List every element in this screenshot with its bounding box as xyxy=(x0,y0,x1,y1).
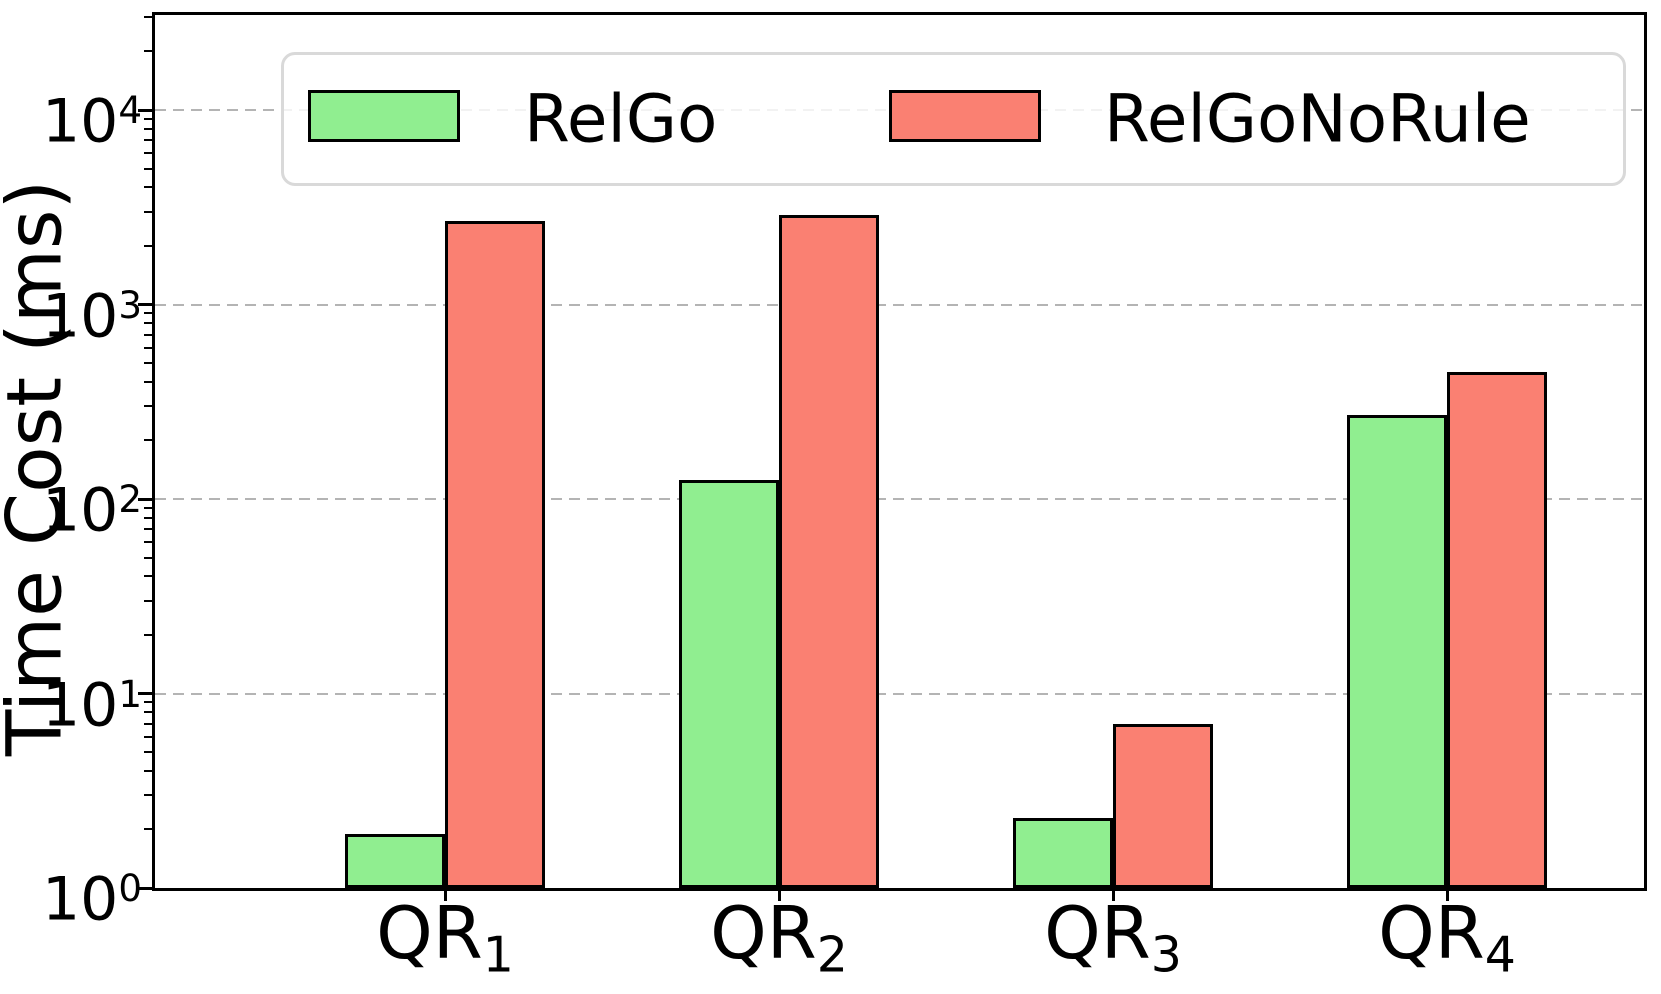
bar-relgo-qr4 xyxy=(1347,415,1447,888)
y-minor-tick-5 xyxy=(144,751,152,754)
y-tick-label-10e0: 100 xyxy=(41,864,142,935)
gridline-10e2 xyxy=(155,498,1644,500)
y-minor-tick-40 xyxy=(144,575,152,578)
y-major-tick-10e1 xyxy=(138,692,152,695)
y-minor-tick-9 xyxy=(144,701,152,704)
y-major-tick-10e0 xyxy=(138,886,152,890)
legend-swatch-relgo xyxy=(308,90,460,142)
bar-relgonorule-qr3 xyxy=(1113,724,1213,888)
y-minor-tick-4000 xyxy=(144,186,152,189)
y-minor-tick-60 xyxy=(144,541,152,544)
y-major-tick-10e2 xyxy=(138,497,152,501)
plot-area: RelGo RelGoNoRule xyxy=(138,12,1647,901)
y-tick-label-10e3: 103 xyxy=(41,281,142,352)
y-tick-label-10e2: 102 xyxy=(41,475,142,546)
legend-label-relgo: RelGo xyxy=(524,80,718,158)
y-minor-tick-80 xyxy=(144,516,152,519)
y-minor-tick-600 xyxy=(144,346,152,349)
bar-relgo-qr3 xyxy=(1013,818,1113,888)
y-minor-tick-7 xyxy=(144,722,152,725)
y-tick-label-10e1: 101 xyxy=(41,670,142,741)
y-minor-tick-20 xyxy=(144,633,152,636)
y-minor-tick-500 xyxy=(144,362,152,365)
x-tick-qr4 xyxy=(1445,888,1449,901)
y-minor-tick-400 xyxy=(144,380,152,383)
legend-label-relgonorule: RelGoNoRule xyxy=(1104,80,1531,158)
gridline-10e3 xyxy=(155,303,1644,306)
y-minor-tick-9000 xyxy=(144,117,152,120)
y-minor-tick-50 xyxy=(144,556,152,559)
y-tick-label-10e4: 104 xyxy=(41,86,142,157)
y-minor-tick-2 xyxy=(144,828,152,831)
y-minor-tick-7000 xyxy=(144,139,152,142)
y-minor-tick-800 xyxy=(144,322,152,325)
y-minor-tick-20000 xyxy=(144,50,152,53)
y-minor-tick-30000 xyxy=(144,16,152,19)
x-tick-label-qr1: QR1 xyxy=(376,891,514,984)
bar-relgo-qr1 xyxy=(345,834,445,888)
y-major-tick-10e4 xyxy=(138,108,152,112)
x-tick-label-qr3: QR3 xyxy=(1044,891,1182,984)
y-minor-tick-200 xyxy=(144,439,152,442)
y-minor-tick-6000 xyxy=(144,152,152,155)
bar-relgo-qr2 xyxy=(679,480,779,888)
y-major-tick-10e3 xyxy=(138,303,152,306)
x-tick-label-qr2: QR2 xyxy=(710,891,848,984)
y-minor-tick-4 xyxy=(144,769,152,772)
y-minor-tick-900 xyxy=(144,312,152,315)
y-minor-tick-8 xyxy=(144,711,152,714)
x-tick-qr1 xyxy=(443,888,447,901)
y-minor-tick-300 xyxy=(144,405,152,408)
x-tick-qr3 xyxy=(1111,888,1115,901)
y-minor-tick-700 xyxy=(144,333,152,336)
y-minor-tick-30 xyxy=(144,599,152,602)
y-minor-tick-6 xyxy=(144,735,152,738)
y-minor-tick-3000 xyxy=(144,210,152,213)
x-tick-label-qr4: QR4 xyxy=(1378,891,1516,984)
y-minor-tick-2000 xyxy=(144,244,152,247)
bar-relgonorule-qr4 xyxy=(1447,372,1547,888)
y-minor-tick-70 xyxy=(144,528,152,531)
legend-swatch-relgonorule xyxy=(889,90,1041,142)
bar-relgonorule-qr2 xyxy=(779,215,879,888)
x-tick-qr2 xyxy=(777,888,781,901)
y-minor-tick-8000 xyxy=(144,127,152,130)
y-minor-tick-3 xyxy=(144,794,152,797)
gridline-10e1 xyxy=(155,692,1644,695)
y-minor-tick-5000 xyxy=(144,167,152,170)
y-minor-tick-90 xyxy=(144,506,152,509)
bar-relgonorule-qr1 xyxy=(445,221,545,888)
legend: RelGo RelGoNoRule xyxy=(281,52,1626,186)
